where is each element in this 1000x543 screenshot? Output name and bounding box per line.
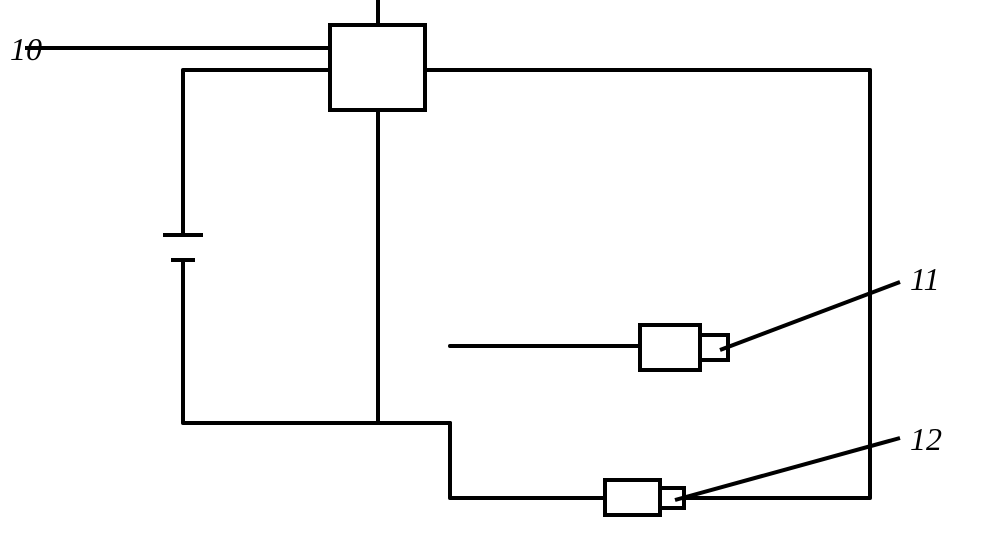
wire-outer bbox=[183, 70, 870, 498]
label-10: 10 bbox=[10, 31, 42, 67]
schematic-diagram: 10 11 12 bbox=[0, 0, 1000, 543]
block-10 bbox=[330, 25, 425, 110]
label-12: 12 bbox=[910, 421, 942, 457]
block-11-body bbox=[640, 325, 700, 370]
block-12-body bbox=[605, 480, 660, 515]
leader-11 bbox=[720, 282, 900, 350]
leader-12 bbox=[675, 438, 900, 500]
label-11: 11 bbox=[910, 261, 940, 297]
